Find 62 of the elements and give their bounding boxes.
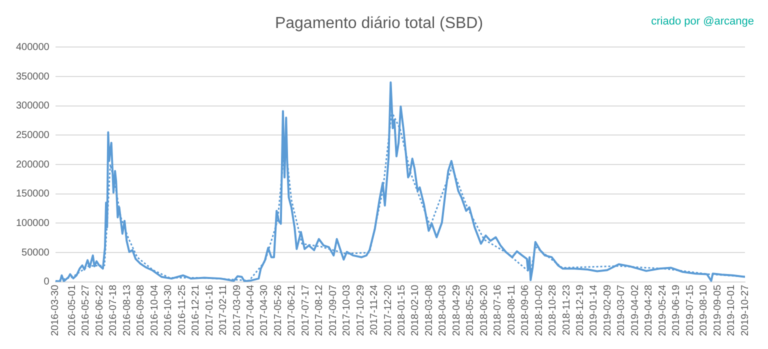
x-tick-label: 2019-01-14 [588, 284, 600, 336]
chart-title: Pagamento diário total (SBD) [274, 15, 484, 32]
x-tick-label: 2017-03-09 [232, 284, 243, 336]
x-tick-label: 2018-11-23 [561, 284, 572, 336]
y-tick-label: 50000 [22, 247, 50, 258]
x-tick-label: 2019-05-24 [657, 284, 668, 336]
x-tick-label: 2017-10-03 [342, 284, 353, 336]
x-tick-label: 2016-06-22 [94, 284, 106, 336]
x-tick-label: 2018-12-19 [575, 284, 586, 336]
x-tick-label: 2019-08-10 [698, 284, 710, 336]
x-tick-label: 2016-05-01 [67, 284, 78, 336]
y-tick-label: 200000 [16, 159, 50, 170]
y-tick-label: 150000 [16, 188, 50, 200]
x-tick-label: 2018-01-15 [396, 284, 408, 336]
x-tick-label: 2016-03-30 [50, 284, 62, 336]
y-tick-label: 100000 [16, 218, 50, 229]
x-tick-label: 2016-12-21 [190, 284, 202, 336]
y-tick-label: 0 [44, 276, 50, 288]
x-tick-label: 2016-10-30 [163, 284, 174, 336]
x-tick-label: 2017-07-17 [300, 284, 312, 336]
x-tick-label: 2019-02-09 [602, 284, 614, 336]
text: criado por @arcange [651, 16, 754, 28]
x-tick-label: 2016-07-18 [108, 284, 120, 336]
x-tick-label: 2017-02-11 [218, 284, 230, 336]
x-tick-label: 2017-11-24 [369, 284, 380, 336]
x-tick-label: 2018-06-20 [478, 284, 490, 336]
x-tick-label: 2017-09-07 [328, 284, 339, 336]
x-tick-label: 2019-03-07 [616, 284, 628, 336]
x-tick-label: 2018-10-02 [534, 284, 545, 336]
x-tick-label: 2017-12-20 [382, 284, 394, 336]
x-tick-label: 2018-05-25 [465, 284, 476, 336]
x-tick-label: 2017-10-29 [355, 284, 366, 336]
x-tick-label: 2019-06-19 [671, 284, 682, 336]
x-tick-label: 2018-09-06 [520, 284, 532, 336]
x-tick-label: 2016-10-04 [149, 284, 160, 336]
x-tick-label: 2017-06-21 [286, 284, 298, 336]
x-tick-label: 2018-04-29 [451, 284, 462, 336]
x-tick-label: 2018-07-16 [492, 284, 504, 336]
x-tick-label: 2018-10-28 [548, 284, 559, 336]
y-tick-label: 300000 [16, 100, 50, 112]
x-tick-label: 2018-08-11 [506, 284, 518, 336]
x-tick-label: 2018-02-10 [410, 284, 422, 336]
x-tick-label: 2019-04-02 [630, 284, 641, 336]
x-tick-label: 2017-04-30 [259, 284, 270, 336]
x-tick-label: 2016-11-25 [176, 284, 188, 336]
y-tick-label: 350000 [16, 71, 50, 82]
x-tick-label: 2019-10-01 [726, 284, 738, 336]
x-tick-label: 2018-04-03 [438, 284, 449, 336]
x-tick-label: 2019-09-05 [712, 284, 724, 336]
x-tick-label: 2017-05-26 [272, 284, 284, 336]
x-tick-label: 2016-09-08 [136, 284, 147, 336]
x-tick-label: 2017-08-12 [314, 284, 326, 336]
x-tick-label: 2017-04-04 [245, 284, 256, 336]
x-tick-label: 2019-10-27 [740, 284, 751, 336]
x-tick-label: 2016-08-13 [122, 284, 133, 336]
x-tick-label: 2019-04-28 [644, 284, 655, 336]
y-tick-label: 250000 [16, 130, 50, 141]
x-tick-label: 2017-01-16 [204, 284, 216, 336]
x-tick-label: 2018-03-08 [424, 284, 435, 336]
x-tick-label: 2019-07-15 [684, 284, 696, 336]
x-tick-label: 2016-05-27 [80, 284, 92, 336]
y-tick-label: 400000 [16, 42, 50, 53]
